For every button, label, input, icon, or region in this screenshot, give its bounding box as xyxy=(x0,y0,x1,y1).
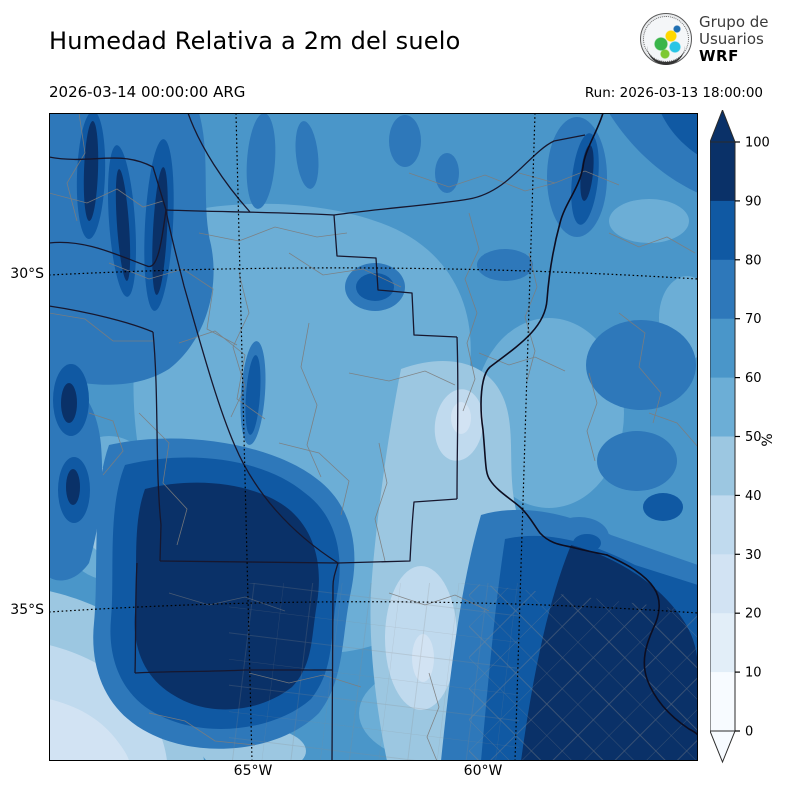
logo-line-3: WRF xyxy=(699,48,769,65)
colorbar-tick-label: 0 xyxy=(745,725,753,740)
colorbar-tick-label: 10 xyxy=(745,666,762,681)
map-canvas xyxy=(49,113,698,761)
colorbar-band-30-40 xyxy=(710,495,735,554)
colorbar-svg: 0102030405060708090100 % xyxy=(710,110,800,770)
colorbar-band-60-70 xyxy=(710,319,735,378)
wrf-users-group-logo: Grupo de Usuarios WRF xyxy=(640,13,769,65)
lon-label-60w: 60°W xyxy=(448,763,518,779)
lat-label-35s: 35°S xyxy=(6,602,44,618)
colorbar-tick-label: 80 xyxy=(745,253,762,268)
colorbar-tick-label: 30 xyxy=(745,548,762,563)
colorbar-tick-label: 40 xyxy=(745,489,762,504)
colorbar-under-arrow xyxy=(710,731,735,762)
wrf-logo-seal-icon xyxy=(640,13,692,65)
wrf-logo-text: Grupo de Usuarios WRF xyxy=(699,14,769,65)
weather-map-page: { "header": { "title": "Humedad Relativa… xyxy=(0,0,800,800)
logo-line-2: Usuarios xyxy=(699,31,769,48)
colorbar-band-10-20 xyxy=(710,613,735,672)
colorbar-band-50-60 xyxy=(710,378,735,437)
lat-label-30s: 30°S xyxy=(6,266,44,282)
colorbar-tick-label: 70 xyxy=(745,312,762,327)
colorbar-band-80-90 xyxy=(710,201,735,260)
colorbar-unit-label: % xyxy=(760,433,776,446)
colorbar-tick-label: 20 xyxy=(745,607,762,622)
colorbar-band-90-100 xyxy=(710,142,735,201)
run-time-label: Run: 2026-03-13 18:00:00 xyxy=(585,85,763,101)
colorbar-band-0-10 xyxy=(710,672,735,731)
colorbar-over-arrow xyxy=(710,110,735,142)
colorbar-tick-label: 100 xyxy=(745,136,770,151)
colorbar-band-20-30 xyxy=(710,554,735,613)
colorbar-segments xyxy=(710,142,735,732)
humidity-map-svg xyxy=(49,113,698,761)
page-title: Humedad Relativa a 2m del suelo xyxy=(49,27,461,55)
colorbar-band-40-50 xyxy=(710,437,735,496)
colorbar-tick-label: 60 xyxy=(745,371,762,386)
colorbar-tick-label: 90 xyxy=(745,194,762,209)
valid-time-label: 2026-03-14 00:00:00 ARG xyxy=(49,83,245,101)
colorbar: 0102030405060708090100 % xyxy=(710,110,800,770)
colorbar-band-70-80 xyxy=(710,260,735,319)
lon-label-65w: 65°W xyxy=(218,763,288,779)
logo-line-1: Grupo de xyxy=(699,14,769,31)
